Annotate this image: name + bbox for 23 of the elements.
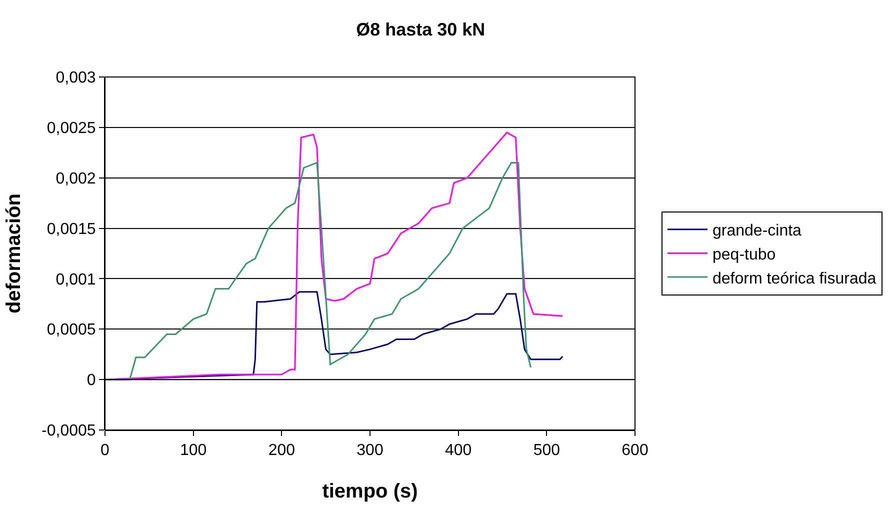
x-tick-label: 200 <box>268 442 296 460</box>
x-tick-label: 400 <box>444 442 472 460</box>
y-axis-title: deformación <box>3 193 26 314</box>
legend-label: deform teórica fisurada <box>712 270 876 288</box>
legend-label: grande-cinta <box>712 222 802 240</box>
x-tick-label: 300 <box>356 442 384 460</box>
line-series <box>105 132 564 380</box>
x-axis-title: tiempo (s) <box>322 480 418 503</box>
x-tick-label: 100 <box>180 442 207 460</box>
y-tick-label: 0,002 <box>56 170 96 188</box>
y-tick-label: 0,003 <box>56 70 96 87</box>
y-tick-label: 0 <box>86 372 96 390</box>
chart-title: Ø8 hasta 30 kN <box>356 20 486 40</box>
y-tick-label: -0,0005 <box>42 422 96 440</box>
x-tick-label: 0 <box>100 442 110 460</box>
x-tick-label: 600 <box>622 442 648 460</box>
line-series <box>105 162 532 380</box>
y-tick-label: 0,0015 <box>46 220 96 238</box>
y-tick-label: 0,001 <box>56 271 96 288</box>
y-tick-label: 0,0005 <box>46 322 96 339</box>
y-tick-label: 0,0025 <box>46 120 96 138</box>
legend-label: peq-tubo <box>712 246 776 264</box>
x-tick-label: 500 <box>533 442 560 460</box>
